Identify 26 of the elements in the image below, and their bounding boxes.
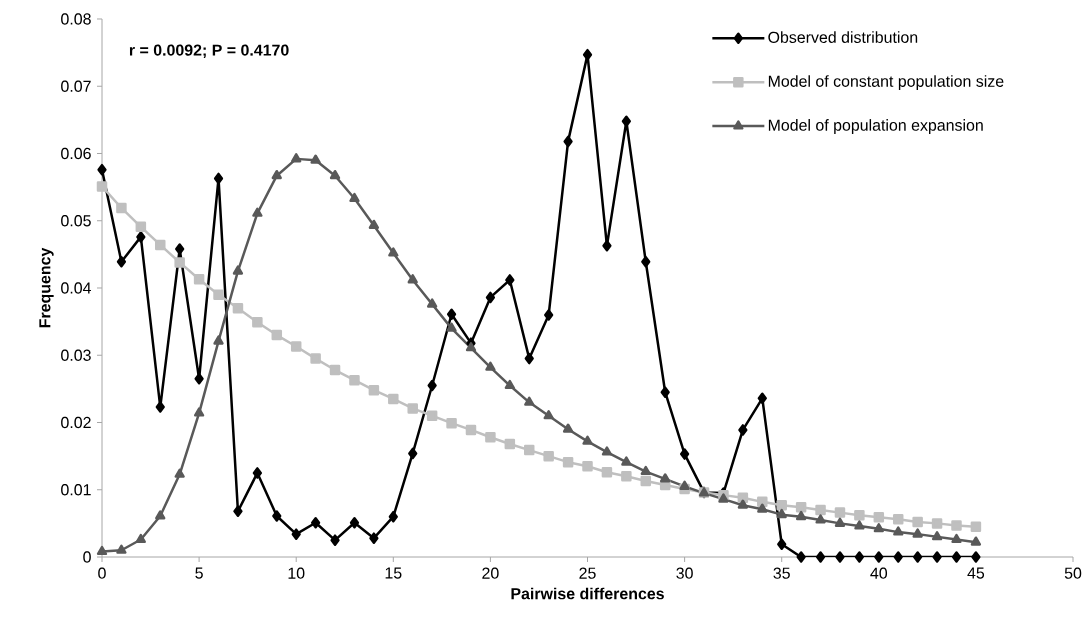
x-tick-label: 15 <box>385 567 402 579</box>
y-tick-label: 0.04 <box>61 282 92 294</box>
x-tick-label: 10 <box>288 567 305 579</box>
y-tick-label: 0.05 <box>61 215 91 227</box>
x-tick-label: 0 <box>98 567 106 579</box>
y-tick-label: 0.02 <box>61 416 91 429</box>
x-tick-label: 30 <box>676 567 693 579</box>
x-tick-label: 40 <box>870 567 888 579</box>
y-axis-title: Frequency <box>39 247 54 328</box>
annotation: r = 0.0092; P = 0.4170 <box>129 44 289 59</box>
legend-label: Model of constant population size <box>768 75 1004 91</box>
y-tick-label: 0.03 <box>61 349 91 361</box>
x-tick-label: 5 <box>195 567 203 579</box>
y-tick-label: 0.08 <box>61 13 91 25</box>
y-tick-label: 0.01 <box>61 484 91 496</box>
x-tick-label: 25 <box>579 567 596 579</box>
legend-label: Observed distribution <box>768 31 918 43</box>
x-tick-label: 20 <box>482 567 499 579</box>
y-tick-label: 0.07 <box>61 80 91 92</box>
legend-label: Model of population expansion <box>768 119 983 134</box>
y-tick-label: 0 <box>83 551 91 563</box>
x-tick-label: 35 <box>773 567 790 579</box>
x-axis-title: Pairwise differences <box>511 587 664 600</box>
x-tick-label: 50 <box>1064 567 1082 579</box>
y-tick-label: 0.06 <box>61 147 91 160</box>
x-tick-label: 45 <box>967 567 985 579</box>
